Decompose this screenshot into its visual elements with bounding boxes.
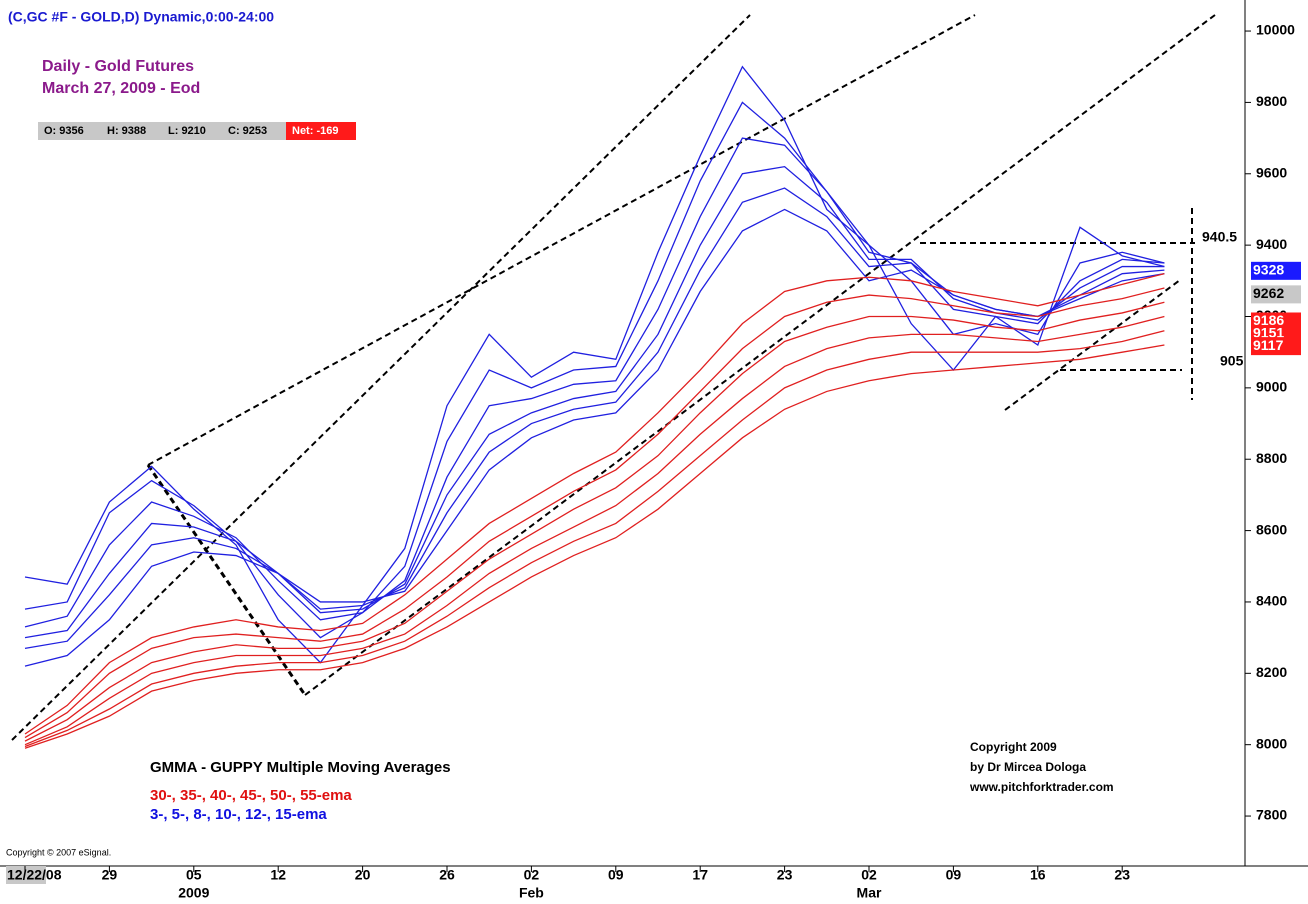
y-tick-label: 8000 [1256, 735, 1287, 751]
ema-line [24, 330, 1165, 748]
last-value-tag [1251, 285, 1301, 304]
ohlc-open: O: 9356 [44, 125, 84, 137]
ohlc-low: L: 9210 [168, 125, 206, 137]
y-tick-label: 9600 [1256, 164, 1287, 180]
ema-line [24, 287, 1165, 739]
ema-line [24, 344, 1165, 749]
ema-line [24, 315, 1165, 746]
chart-subtitle: March 27, 2009 - Eod [42, 80, 200, 97]
last-value-tag [1251, 261, 1301, 280]
pitchfork-line [11, 14, 751, 741]
net-box [286, 122, 356, 140]
legend-long: 30-, 35-, 40-, 45-, 50-, 55-ema [150, 787, 352, 804]
last-value-label: 9117 [1253, 337, 1284, 353]
y-tick-label: 8800 [1256, 450, 1287, 466]
x-tick-label: 09 [946, 867, 962, 883]
y-tick-label: 10000 [1256, 22, 1295, 38]
legend-title: GMMA - GUPPY Multiple Moving Averages [150, 759, 451, 776]
last-value-label: 9186 [1253, 312, 1284, 328]
x-tick-label: 09 [608, 867, 624, 883]
chart-title: Daily - Gold Futures [42, 58, 194, 75]
y-tick-label: 8600 [1256, 521, 1287, 537]
trend-line [1004, 279, 1181, 411]
last-value-label: 9151 [1253, 325, 1284, 341]
y-tick-label: 9400 [1256, 236, 1287, 252]
credit: by Dr Mircea Dologa [970, 760, 1086, 774]
ema-line [24, 101, 1165, 639]
ema-line [24, 137, 1165, 628]
x-sublabel: 2009 [178, 885, 209, 901]
x-tick-label: 23 [1114, 867, 1130, 883]
x-sublabel: Feb [519, 885, 544, 901]
credit: Copyright 2009 [970, 740, 1057, 754]
annotation: 905 [1220, 353, 1244, 369]
y-tick-label: 9000 [1256, 379, 1287, 395]
y-tick-label: 8400 [1256, 593, 1287, 609]
x-tick-label: 29 [102, 867, 118, 883]
x-tick-label: 26 [439, 867, 455, 883]
ohlc-box [38, 122, 356, 140]
credit: www.pitchforktrader.com [969, 780, 1114, 794]
x-sublabel: Mar [857, 885, 882, 901]
pitchfork-handle [146, 464, 307, 696]
x-tick-label: 16 [1030, 867, 1046, 883]
y-tick-label: 8200 [1256, 664, 1287, 680]
ema-line [24, 301, 1165, 742]
pitchfork [11, 14, 1216, 741]
annotation: 940.5 [1202, 229, 1237, 245]
ema-line [24, 273, 1165, 735]
x-tick-label: 12 [270, 867, 286, 883]
x-tick-label: 02 [524, 867, 540, 883]
x-tick-label: 05 [186, 867, 202, 883]
legend-short: 3-, 5-, 8-, 10-, 12-, 15-ema [150, 806, 327, 823]
last-value-label: 9328 [1253, 262, 1284, 278]
last-value-label: 9262 [1253, 285, 1284, 301]
ohlc-net: Net: -169 [292, 125, 338, 137]
pitchfork-line [147, 14, 976, 466]
y-tick-label: 9800 [1256, 93, 1287, 109]
x-tick-label: 12/22/08 [7, 867, 62, 883]
ema-line [24, 208, 1165, 667]
x-tick-label: 17 [692, 867, 708, 883]
x-tick-label: 23 [777, 867, 793, 883]
ohlc-high: H: 9388 [107, 125, 146, 137]
x-tick-label: 02 [861, 867, 877, 883]
y-tick-label: 7800 [1256, 807, 1287, 823]
x-tick-label: 20 [355, 867, 371, 883]
esignal-copyright: Copyright © 2007 eSignal. [6, 847, 111, 857]
ohlc-close: C: 9253 [228, 125, 267, 137]
ema-line [24, 165, 1165, 639]
date-highlight [6, 866, 46, 884]
header: (C,GC #F - GOLD,D) Dynamic,0:00-24:00 [8, 9, 274, 25]
last-value-tag [1251, 337, 1301, 356]
